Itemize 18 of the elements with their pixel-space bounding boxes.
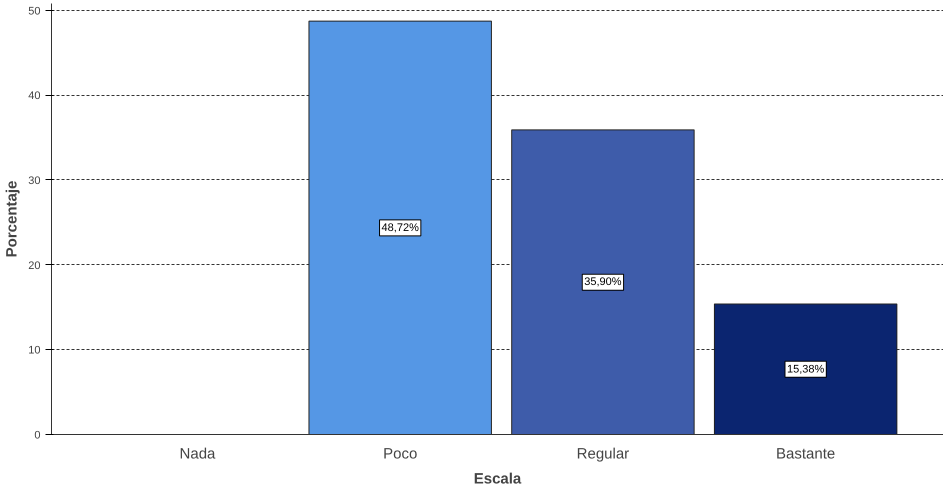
bar [511,129,695,434]
y-axis-title: Porcentaje [3,180,20,258]
y-tick-label: 10 [28,344,41,357]
x-tick-label: Nada [180,446,216,462]
x-tick-label: Bastante [776,446,836,462]
data-label: 48,72% [382,222,420,234]
y-tick-label: 20 [28,260,41,272]
x-tick-label: Poco [383,446,418,462]
data-label: 35,90% [584,276,622,288]
data-label: 15,38% [786,363,825,376]
x-axis-title: Escala [474,470,522,488]
x-tick-label: Regular [576,446,630,462]
bar [308,20,492,434]
y-tick-label: 30 [28,174,41,187]
y-tick-label: 40 [28,90,41,102]
bar [714,304,898,434]
y-tick-label: 50 [28,5,41,18]
y-tick-label: 0 [34,430,41,442]
